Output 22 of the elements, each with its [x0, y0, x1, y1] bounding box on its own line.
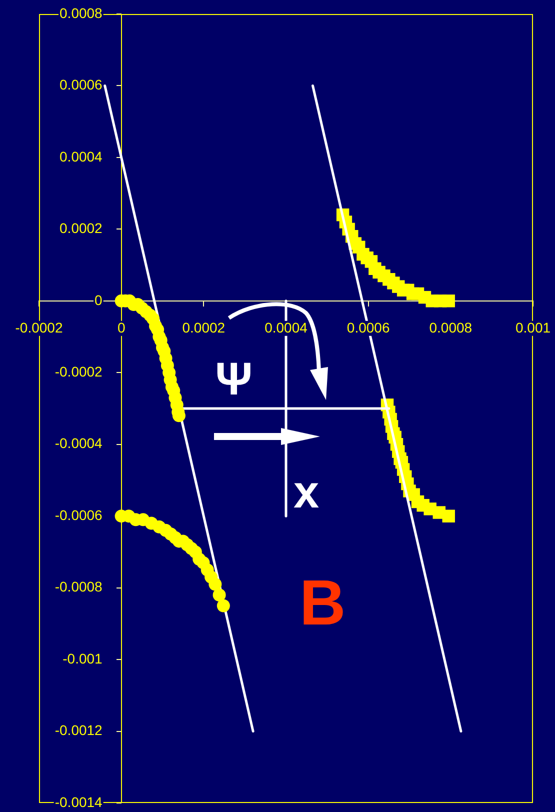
x-tick-label: 0.0002	[182, 319, 226, 336]
y-tick-label: -0.0014	[54, 794, 103, 810]
y-tick-label: -0.001	[62, 650, 103, 666]
annotation: B	[299, 566, 346, 639]
x-tick-label: 0.0006	[346, 319, 390, 336]
y-tick-label: 0.0006	[60, 76, 103, 93]
y-tick-label: 0.0008	[60, 4, 103, 21]
x-tick-label: 0.0004	[264, 319, 308, 336]
y-tick-label: 0.0004	[60, 148, 103, 164]
y-tick-label: -0.0008	[54, 578, 103, 595]
y-tick-label: -0.0006	[54, 506, 103, 523]
annotation: Ψ	[215, 352, 252, 405]
annotation: x	[293, 466, 320, 518]
y-tick-label: 0.0002	[60, 220, 103, 236]
y-tick-label: -0.0012	[54, 722, 103, 738]
y-tick-label: -0.0002	[54, 363, 103, 380]
x-tick-label: 0.0008	[429, 319, 472, 336]
x-tick-label: 0	[117, 319, 126, 336]
y-tick-label: -0.0004	[54, 435, 103, 452]
y-tick-label: 0	[94, 292, 103, 308]
x-tick-label: -0.0002	[15, 319, 63, 336]
x-tick-label: 0.001	[515, 319, 551, 336]
